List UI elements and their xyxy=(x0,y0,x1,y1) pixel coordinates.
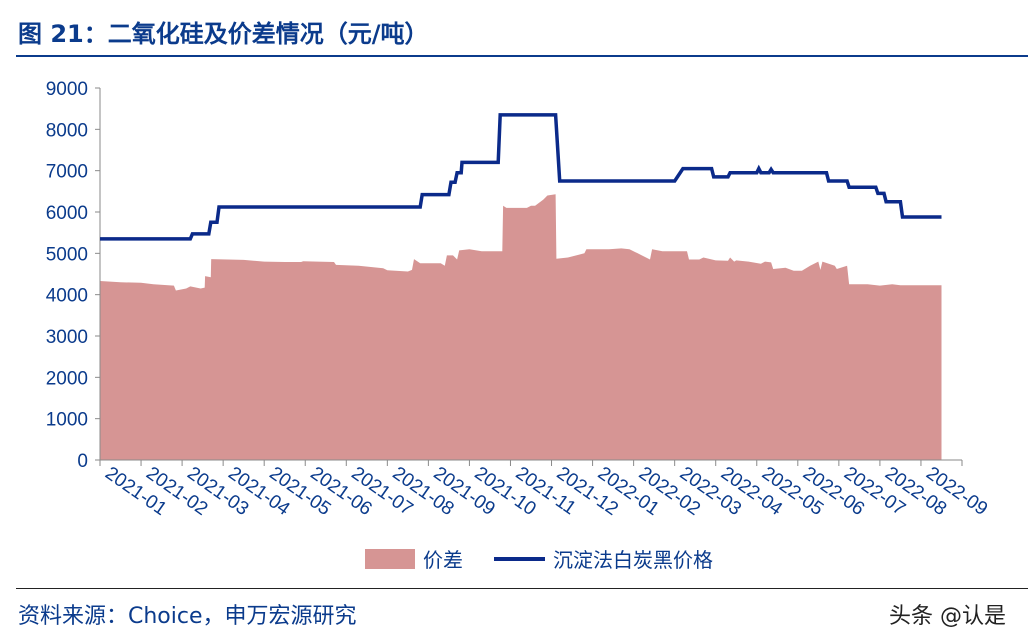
legend: 价差 沉淀法白炭黑价格 xyxy=(365,548,713,572)
y-tick-label: 8000 xyxy=(46,120,88,141)
series-spread-area xyxy=(100,194,942,460)
price-line-layer xyxy=(100,113,942,241)
series-price-line xyxy=(100,113,942,241)
y-tick-label: 5000 xyxy=(46,244,88,265)
title-divider xyxy=(16,55,1028,57)
chart: 0100020003000400050006000700080009000202… xyxy=(46,79,992,572)
y-tick-label: 2000 xyxy=(46,368,88,389)
footer-divider xyxy=(16,588,1028,589)
y-tick-label: 3000 xyxy=(46,327,88,348)
y-tick-label: 0 xyxy=(77,451,88,472)
source-note: 资料来源：Choice，申万宏源研究 xyxy=(18,604,357,629)
y-tick-label: 1000 xyxy=(46,410,88,431)
legend-label-spread: 价差 xyxy=(423,548,463,572)
y-tick-label: 9000 xyxy=(46,79,88,100)
legend-label-price: 沉淀法白炭黑价格 xyxy=(553,548,713,572)
y-tick-label: 7000 xyxy=(46,162,88,183)
legend-swatch-spread xyxy=(365,549,415,569)
figure-title: 图 21：二氧化硅及价差情况（元/吨） xyxy=(18,20,429,48)
y-tick-label: 6000 xyxy=(46,203,88,224)
y-tick-label: 4000 xyxy=(46,286,88,307)
spread-area-layer xyxy=(100,194,942,460)
watermark: 头条 @认是 xyxy=(889,604,1006,629)
